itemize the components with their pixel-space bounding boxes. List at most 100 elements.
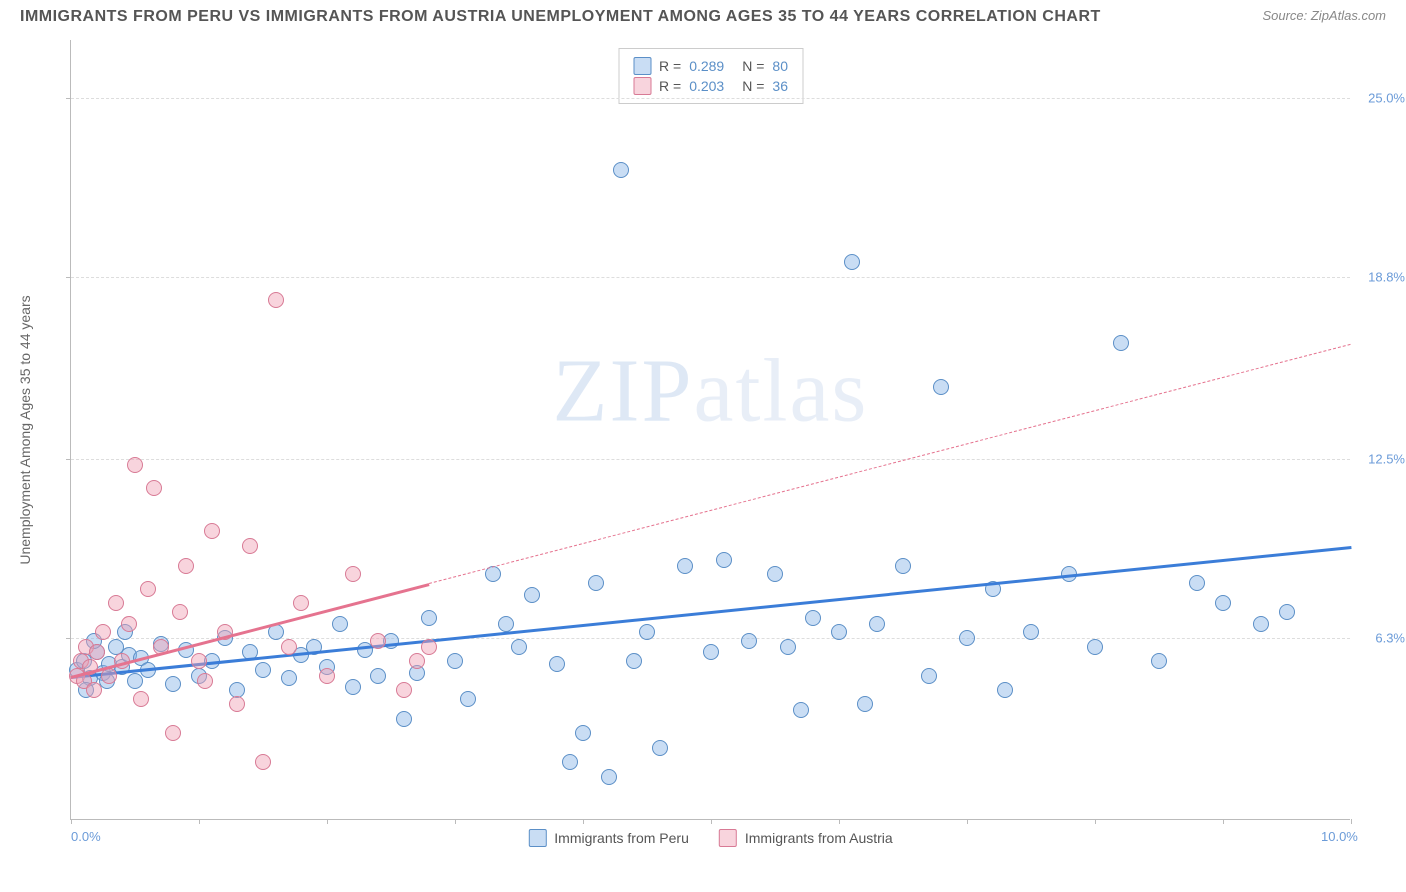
plot-area: ZIPatlas R = 0.289 N = 80 R = 0.203 N = … xyxy=(70,40,1350,820)
legend-item-peru: Immigrants from Peru xyxy=(528,829,689,847)
legend-label-austria: Immigrants from Austria xyxy=(745,830,893,846)
data-point xyxy=(86,682,102,698)
data-point xyxy=(741,633,757,649)
n-value-peru: 80 xyxy=(772,58,788,74)
data-point xyxy=(127,457,143,473)
data-point xyxy=(921,668,937,684)
data-point xyxy=(178,558,194,574)
data-point xyxy=(319,668,335,684)
data-point xyxy=(601,769,617,785)
data-point xyxy=(229,696,245,712)
x-tick xyxy=(455,819,456,824)
data-point xyxy=(703,644,719,660)
source-label: Source: ZipAtlas.com xyxy=(1262,8,1386,23)
x-tick xyxy=(327,819,328,824)
x-tick xyxy=(71,819,72,824)
data-point xyxy=(780,639,796,655)
data-point xyxy=(613,162,629,178)
gridline xyxy=(71,98,1350,99)
stats-row-austria: R = 0.203 N = 36 xyxy=(633,77,788,95)
x-tick xyxy=(583,819,584,824)
watermark: ZIPatlas xyxy=(553,339,869,442)
data-point xyxy=(549,656,565,672)
n-label: N = xyxy=(742,58,764,74)
legend-item-austria: Immigrants from Austria xyxy=(719,829,893,847)
y-tick xyxy=(66,459,71,460)
stats-row-peru: R = 0.289 N = 80 xyxy=(633,57,788,75)
data-point xyxy=(524,587,540,603)
data-point xyxy=(869,616,885,632)
data-point xyxy=(1113,335,1129,351)
data-point xyxy=(281,639,297,655)
y-axis-label: Unemployment Among Ages 35 to 44 years xyxy=(17,295,33,564)
data-point xyxy=(805,610,821,626)
x-tick xyxy=(967,819,968,824)
data-point xyxy=(255,754,271,770)
data-point xyxy=(447,653,463,669)
x-tick xyxy=(1095,819,1096,824)
data-point xyxy=(345,679,361,695)
data-point xyxy=(191,653,207,669)
data-point xyxy=(396,682,412,698)
y-tick-label: 6.3% xyxy=(1375,631,1405,646)
swatch-peru-icon xyxy=(528,829,546,847)
data-point xyxy=(95,624,111,640)
data-point xyxy=(127,673,143,689)
data-point xyxy=(89,644,105,660)
data-point xyxy=(857,696,873,712)
data-point xyxy=(332,616,348,632)
swatch-peru-icon xyxy=(633,57,651,75)
chart-container: Unemployment Among Ages 35 to 44 years Z… xyxy=(50,40,1350,820)
data-point xyxy=(140,581,156,597)
data-point xyxy=(370,633,386,649)
data-point xyxy=(562,754,578,770)
y-tick-label: 12.5% xyxy=(1368,451,1405,466)
y-tick xyxy=(66,277,71,278)
data-point xyxy=(1087,639,1103,655)
data-point xyxy=(370,668,386,684)
data-point xyxy=(1151,653,1167,669)
x-tick-label: 0.0% xyxy=(71,829,101,844)
x-tick-label: 10.0% xyxy=(1321,829,1358,844)
data-point xyxy=(959,630,975,646)
data-point xyxy=(575,725,591,741)
data-point xyxy=(165,725,181,741)
data-point xyxy=(409,653,425,669)
data-point xyxy=(396,711,412,727)
data-point xyxy=(1215,595,1231,611)
data-point xyxy=(165,676,181,692)
n-label: N = xyxy=(742,78,764,94)
data-point xyxy=(133,691,149,707)
data-point xyxy=(844,254,860,270)
data-point xyxy=(421,610,437,626)
legend-label-peru: Immigrants from Peru xyxy=(554,830,689,846)
swatch-austria-icon xyxy=(719,829,737,847)
y-tick-label: 25.0% xyxy=(1368,90,1405,105)
swatch-austria-icon xyxy=(633,77,651,95)
data-point xyxy=(255,662,271,678)
data-point xyxy=(1023,624,1039,640)
data-point xyxy=(626,653,642,669)
gridline xyxy=(71,277,1350,278)
data-point xyxy=(1253,616,1269,632)
data-point xyxy=(716,552,732,568)
data-point xyxy=(498,616,514,632)
data-point xyxy=(895,558,911,574)
stats-legend: R = 0.289 N = 80 R = 0.203 N = 36 xyxy=(618,48,803,104)
x-tick xyxy=(1223,819,1224,824)
data-point xyxy=(121,616,137,632)
y-tick xyxy=(66,98,71,99)
data-point xyxy=(831,624,847,640)
watermark-thin: atlas xyxy=(694,341,869,440)
data-point xyxy=(933,379,949,395)
r-value-austria: 0.203 xyxy=(689,78,724,94)
gridline xyxy=(71,638,1350,639)
data-point xyxy=(1279,604,1295,620)
data-point xyxy=(172,604,188,620)
data-point xyxy=(204,523,220,539)
data-point xyxy=(108,595,124,611)
data-point xyxy=(677,558,693,574)
x-tick xyxy=(839,819,840,824)
y-tick-label: 18.8% xyxy=(1368,269,1405,284)
data-point xyxy=(997,682,1013,698)
